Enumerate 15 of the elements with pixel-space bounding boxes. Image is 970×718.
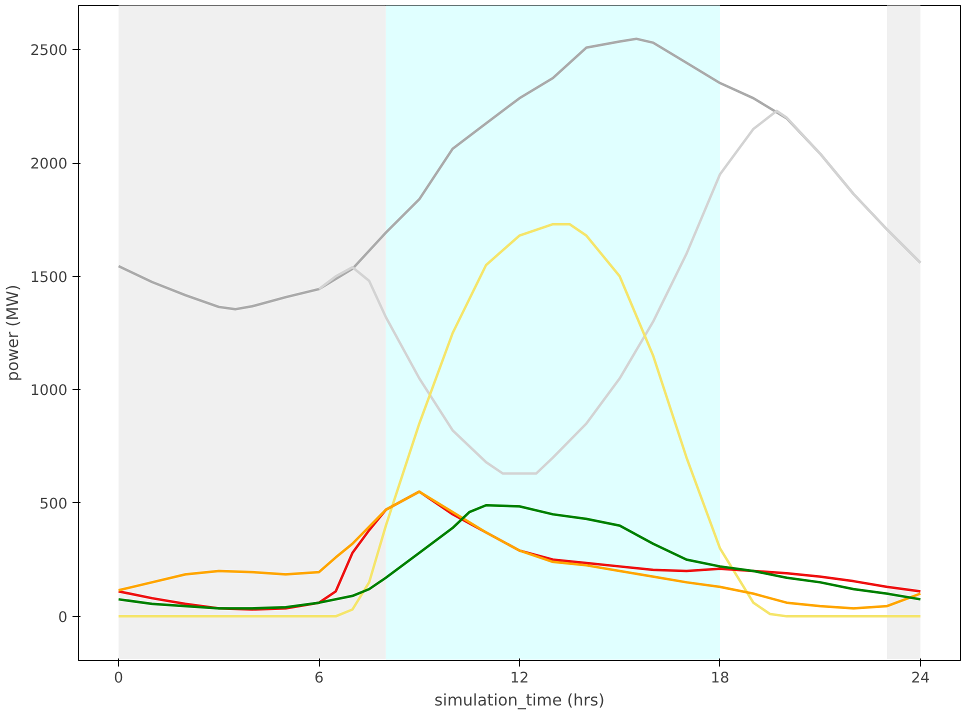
line-series bbox=[117, 222, 922, 618]
x-axis-title: simulation_time (hrs) bbox=[434, 690, 605, 710]
y-tick-label: 2500 bbox=[30, 42, 68, 60]
y-tick-label: 500 bbox=[40, 495, 68, 512]
y-tick-label: 2000 bbox=[30, 156, 68, 173]
x-tick-label: 24 bbox=[911, 670, 930, 686]
line-series bbox=[318, 110, 922, 475]
y-tick-label: 0 bbox=[58, 608, 68, 626]
x-tick-label: 12 bbox=[510, 670, 529, 686]
y-tick-label: 1500 bbox=[30, 268, 68, 286]
y-axis-title: power (MW) bbox=[3, 284, 22, 382]
x-tick-label: 18 bbox=[710, 670, 730, 686]
y-tick-label: 1000 bbox=[30, 382, 68, 400]
x-tick-label: 0 bbox=[114, 670, 124, 686]
x-tick-label: 6 bbox=[314, 670, 324, 686]
